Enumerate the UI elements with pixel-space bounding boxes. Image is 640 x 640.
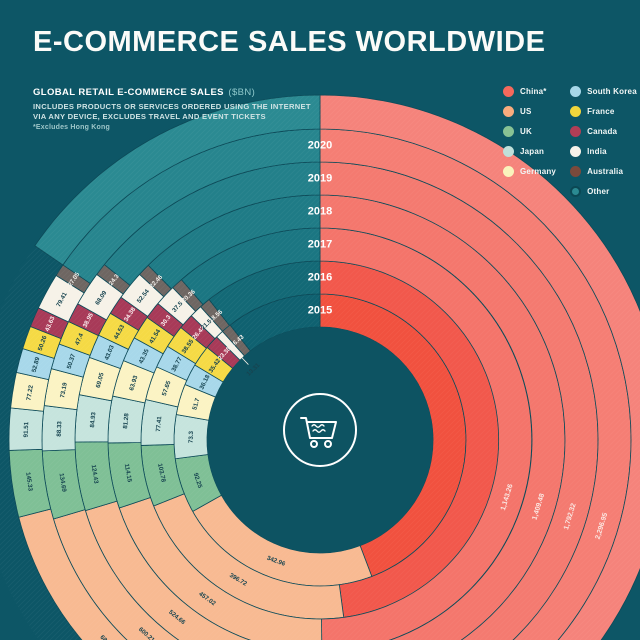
subtitle-line-1: INCLUDES PRODUCTS OR SERVICES ORDERED US… bbox=[33, 101, 311, 111]
legend-label: France bbox=[587, 107, 615, 116]
year-label-2018: 2018 bbox=[308, 205, 332, 217]
value-label-uk-2017: 114.15 bbox=[123, 463, 133, 483]
legend-color-dot bbox=[503, 146, 514, 157]
legend: China* US UK Japan Germany South Korea France C… bbox=[503, 86, 637, 197]
value-label-japan-2019: 88.33 bbox=[56, 420, 64, 436]
legend-label: UK bbox=[520, 127, 532, 136]
legend-label: Germany bbox=[520, 167, 557, 176]
legend-label: China* bbox=[520, 87, 547, 96]
legend-color-dot bbox=[503, 86, 514, 97]
value-label-germany-2019: 73.19 bbox=[59, 381, 69, 398]
value-label-south_korea-2020: 52.89 bbox=[31, 356, 42, 373]
legend-item-us: US bbox=[503, 106, 556, 117]
value-label-germany-2016: 57.65 bbox=[161, 379, 173, 396]
legend-color-dot bbox=[503, 126, 514, 137]
year-label-2020: 2020 bbox=[308, 139, 332, 151]
value-label-france-2019: 47.4 bbox=[74, 332, 85, 346]
legend-item-south-korea: South Korea bbox=[570, 86, 637, 97]
value-label-uk-2015: 92.25 bbox=[192, 472, 204, 489]
value-label-japan-2015: 73.3 bbox=[188, 430, 195, 443]
value-label-germany-2020: 77.22 bbox=[25, 384, 34, 401]
value-label-japan-2017: 81.28 bbox=[122, 412, 131, 429]
legend-label: US bbox=[520, 107, 532, 116]
value-label-uk-2019: 134.69 bbox=[57, 473, 67, 493]
legend-item-australia: Australia bbox=[570, 166, 637, 177]
footnote: *Excludes Hong Kong bbox=[33, 124, 110, 131]
legend-color-dot bbox=[570, 186, 582, 197]
subtitle-heading: GLOBAL RETAIL E-COMMERCE SALES bbox=[33, 87, 224, 98]
legend-color-dot bbox=[570, 126, 582, 137]
legend-item-france: France bbox=[570, 106, 637, 117]
value-label-uk-2016: 103.78 bbox=[156, 463, 167, 483]
chart-subtitle: GLOBAL RETAIL E-COMMERCE SALES ($BN) INC… bbox=[33, 80, 311, 122]
legend-color-dot bbox=[570, 86, 582, 97]
legend-item-germany: Germany bbox=[503, 166, 556, 177]
legend-label: Japan bbox=[520, 147, 545, 156]
legend-label: South Korea bbox=[587, 87, 637, 96]
value-label-japan-2016: 77.41 bbox=[155, 415, 164, 432]
legend-color-dot bbox=[570, 106, 582, 117]
year-label-2016: 2016 bbox=[308, 271, 332, 283]
value-label-japan-2018: 84.93 bbox=[89, 411, 97, 428]
legend-item-china: China* bbox=[503, 86, 556, 97]
year-labels: 2015 2016 2017 2018 2019 2020 bbox=[308, 139, 332, 316]
center-disc bbox=[207, 327, 433, 553]
value-label-france-2020: 50.26 bbox=[37, 334, 49, 351]
legend-color-dot bbox=[503, 166, 514, 177]
subtitle-unit: ($BN) bbox=[228, 87, 256, 98]
legend-label: Canada bbox=[587, 127, 618, 136]
legend-label: Australia bbox=[587, 167, 624, 176]
value-label-uk-2020: 145.33 bbox=[24, 472, 34, 492]
legend-column-2: South Korea France Canada India Australia Oth… bbox=[570, 86, 637, 197]
legend-color-dot bbox=[570, 166, 582, 177]
year-label-2017: 2017 bbox=[308, 238, 332, 250]
value-label-us-2020: 684.24 bbox=[98, 634, 117, 640]
legend-column-1: China* US UK Japan Germany bbox=[503, 86, 556, 197]
legend-item-india: India bbox=[570, 146, 637, 157]
value-label-south_korea-2019: 50.37 bbox=[66, 352, 78, 369]
value-label-japan-2020: 91.51 bbox=[23, 421, 31, 437]
legend-label: Other bbox=[587, 187, 610, 196]
leader-line-india-2015 bbox=[240, 356, 249, 365]
legend-item-japan: Japan bbox=[503, 146, 556, 157]
shopping-cart-icon bbox=[283, 393, 357, 467]
legend-item-canada: Canada bbox=[570, 126, 637, 137]
legend-color-dot bbox=[503, 106, 514, 117]
subtitle-line-2: VIA ANY DEVICE, EXCLUDES TRAVEL AND EVEN… bbox=[33, 111, 266, 121]
year-label-2015: 2015 bbox=[308, 304, 332, 316]
page-title: E-COMMERCE SALES WORLDWIDE bbox=[33, 26, 546, 58]
value-label-germany-2017: 63.93 bbox=[128, 374, 139, 391]
value-label-uk-2018: 124.43 bbox=[90, 464, 100, 484]
value-label-germany-2018: 69.05 bbox=[95, 371, 106, 388]
legend-label: India bbox=[587, 147, 607, 156]
legend-color-dot bbox=[570, 146, 582, 157]
year-label-2019: 2019 bbox=[308, 172, 332, 184]
value-label-germany-2015: 51.7 bbox=[191, 397, 201, 411]
legend-item-uk: UK bbox=[503, 126, 556, 137]
legend-item-other: Other bbox=[570, 186, 637, 197]
